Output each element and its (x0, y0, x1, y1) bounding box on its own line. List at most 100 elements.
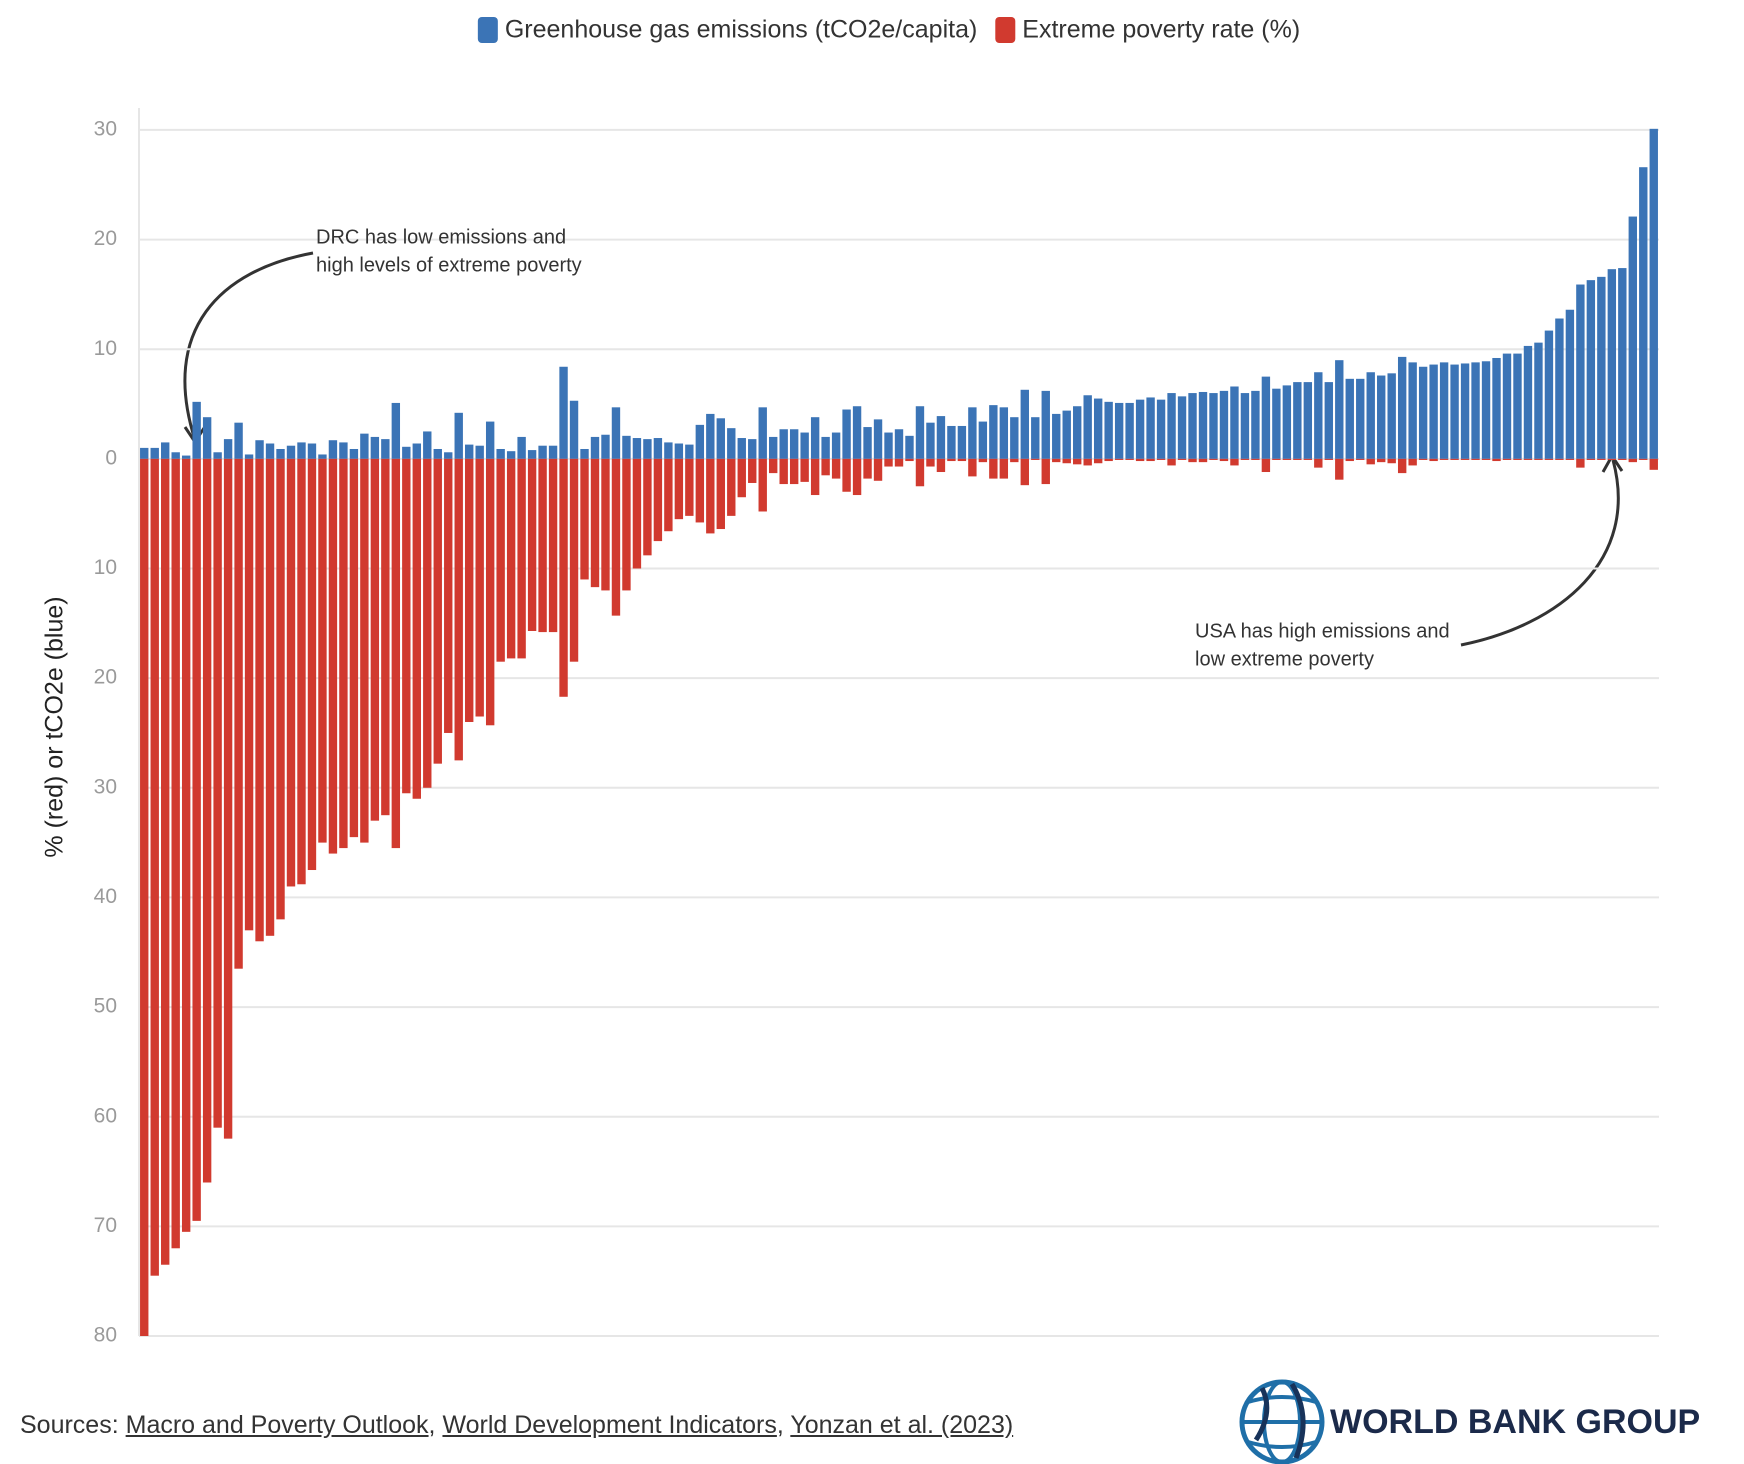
bar (412, 443, 421, 459)
bar (821, 436, 830, 459)
bar (1156, 458, 1166, 460)
bar (454, 458, 463, 761)
bar (381, 458, 390, 816)
bar (968, 458, 977, 477)
bar (244, 458, 254, 931)
bar (202, 417, 212, 459)
bar (580, 448, 589, 459)
bar (1272, 388, 1281, 459)
y-tick-label: 10 (94, 337, 117, 360)
bar (1618, 268, 1627, 459)
bar (810, 458, 820, 496)
bar (1586, 458, 1596, 460)
y-tick-label: 30 (94, 775, 117, 798)
annotation-arrow (1460, 459, 1620, 647)
bar (496, 458, 505, 662)
bar (947, 458, 956, 462)
bar (265, 458, 275, 936)
bar (706, 413, 715, 459)
bar (1555, 318, 1564, 459)
bar (454, 412, 463, 459)
legend-label: Extreme poverty rate (%) (1022, 16, 1300, 44)
bar (255, 440, 264, 459)
bar (936, 416, 946, 459)
source-link[interactable]: Yonzan et al. (2023) (790, 1411, 1014, 1439)
bar (1628, 216, 1637, 459)
bar (181, 455, 191, 459)
bar (234, 458, 243, 969)
source-link[interactable]: World Development Indicators (442, 1411, 777, 1439)
bar (548, 445, 558, 459)
bar (632, 438, 642, 459)
bar (1167, 393, 1176, 459)
bar (1010, 458, 1019, 463)
bar (831, 432, 841, 459)
bar (370, 458, 380, 821)
source-link[interactable]: Macro and Poverty Outlook (125, 1411, 429, 1439)
bar (1345, 458, 1354, 462)
bar (328, 440, 338, 459)
bar (286, 458, 296, 887)
bar (1031, 458, 1040, 460)
bar (1418, 458, 1428, 460)
bar (737, 458, 746, 498)
bar (297, 458, 306, 885)
bar (957, 458, 967, 462)
bar (664, 458, 673, 532)
bar (150, 458, 159, 1276)
bar (1523, 345, 1533, 459)
bar (1450, 364, 1459, 459)
bar (1219, 390, 1229, 459)
bar (1114, 402, 1124, 459)
bar (339, 442, 348, 459)
logo-globe (1239, 1379, 1325, 1464)
bar (1052, 413, 1061, 459)
bar (1492, 458, 1501, 462)
bar (601, 458, 610, 591)
y-tick-label: 60 (94, 1104, 117, 1127)
bar (1387, 373, 1396, 459)
bar (1156, 399, 1166, 459)
bar (852, 458, 862, 496)
bar (1062, 458, 1071, 464)
bar (727, 428, 736, 459)
bar (789, 458, 799, 485)
annotation: low extreme poverty (1195, 648, 1374, 670)
y-tick-label: 20 (94, 666, 117, 689)
bar (1481, 458, 1491, 460)
bar (1198, 458, 1208, 463)
bar (643, 458, 652, 556)
bar (423, 458, 432, 788)
bar (748, 439, 757, 459)
bar (905, 458, 914, 462)
bar (611, 407, 621, 459)
bar (1534, 342, 1543, 459)
y-tick-label: 40 (94, 885, 117, 908)
bar (1544, 330, 1554, 459)
bar (1513, 458, 1522, 460)
bar (664, 442, 673, 459)
bar (1397, 356, 1407, 459)
bar (234, 422, 243, 459)
bar (1293, 458, 1302, 460)
bar (569, 458, 579, 662)
bar (936, 458, 946, 473)
bar (915, 406, 925, 459)
bar (465, 458, 474, 722)
bar (1188, 393, 1197, 459)
bar (1387, 458, 1396, 464)
bar (1062, 410, 1071, 459)
bar (360, 433, 369, 459)
y-tick-label: 30 (94, 117, 117, 140)
bar (1607, 269, 1617, 459)
bar (926, 458, 935, 467)
legend-label: Greenhouse gas emissions (tCO2e/capita) (505, 16, 977, 44)
bar (485, 458, 495, 726)
bar (800, 432, 809, 459)
bar (831, 458, 841, 479)
bar (433, 448, 442, 459)
bar (653, 438, 663, 459)
bar (1576, 284, 1585, 459)
bar (1576, 458, 1585, 468)
bar (1177, 396, 1187, 459)
